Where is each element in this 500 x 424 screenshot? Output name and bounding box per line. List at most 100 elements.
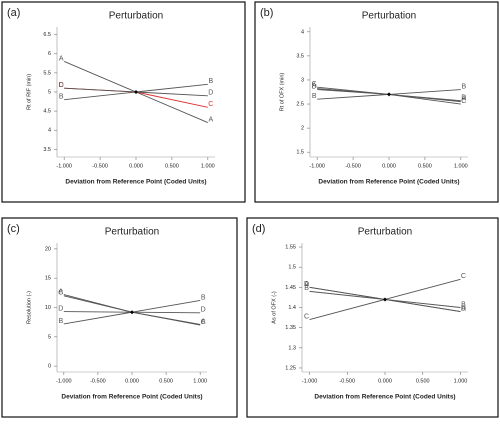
series-label: A (208, 116, 213, 123)
x-tick-label: 1.000 (193, 378, 207, 384)
y-axis-label: Rt of OFX (min) (279, 73, 285, 112)
y-axis-label: Resolution (-) (26, 291, 32, 324)
y-tick-label: 10 (45, 305, 51, 311)
series-label: C (201, 319, 206, 326)
x-tick-label: 1.000 (201, 163, 215, 169)
reference-point (387, 92, 391, 97)
y-tick-label: 1.4 (288, 305, 296, 311)
panel-label: (a) (7, 7, 20, 19)
y-axis-label: Rt of RIF (min) (26, 74, 32, 110)
series-label: B (312, 93, 317, 100)
panel-label: (b) (260, 7, 273, 19)
panel-border (1, 1, 246, 203)
series-label: C (304, 313, 309, 320)
x-tick-label: 0.500 (165, 163, 179, 169)
x-tick-label: -0.500 (90, 378, 106, 384)
series-label: A (461, 305, 466, 312)
series-label: C (58, 290, 63, 297)
x-tick-label: 0.500 (416, 378, 430, 384)
y-tick-label: 15 (45, 276, 51, 282)
panel-label: (c) (7, 223, 20, 235)
chart-title: Perturbation (358, 227, 412, 238)
x-tick-label: -0.500 (92, 163, 108, 169)
series-label: D (461, 95, 466, 102)
y-tick-label: 1.5 (296, 150, 304, 156)
series-label: C (312, 81, 317, 88)
series-label: B (59, 93, 64, 100)
series-label: A (461, 95, 466, 102)
x-tick-label: -1.000 (302, 378, 318, 384)
x-tick-label: 0.000 (129, 163, 143, 169)
series-label: B (304, 285, 309, 292)
panel-border (246, 217, 499, 418)
y-tick-label: 3.5 (296, 53, 304, 59)
series-label: D (59, 82, 64, 89)
y-tick-label: 5.5 (43, 70, 51, 76)
x-tick-label: -1.000 (309, 163, 325, 169)
series-label: D (312, 83, 317, 90)
x-tick-label: -1.000 (56, 163, 72, 169)
series-label: A (201, 318, 206, 325)
y-tick-label: 4 (301, 29, 304, 35)
chart-title: Perturbation (105, 227, 159, 238)
reference-point (134, 90, 138, 94)
x-axis-label: Deviation from Reference Point (Coded Un… (65, 179, 206, 186)
y-tick-label: 20 (45, 246, 51, 252)
series-label: B (461, 83, 466, 90)
y-tick-label: 2.5 (296, 101, 304, 107)
x-tick-label: 0.500 (418, 163, 432, 169)
y-tick-label: 1.25 (285, 365, 296, 371)
panel-border (254, 1, 499, 203)
y-tick-label: 1.5 (288, 265, 296, 271)
series-label: A (312, 82, 317, 89)
x-tick-label: 0.000 (378, 378, 392, 384)
series-label: C (461, 273, 466, 280)
y-tick-label: 2 (301, 126, 304, 132)
x-tick-label: -0.500 (339, 378, 355, 384)
x-tick-label: -0.500 (345, 163, 361, 169)
series-label: C (461, 98, 466, 105)
x-axis-label: Deviation from Reference Point (Coded Un… (318, 179, 459, 186)
series-label: A (59, 55, 64, 62)
y-tick-label: 6.5 (43, 32, 51, 38)
y-tick-label: 1.35 (285, 325, 296, 331)
y-tick-label: 4 (48, 128, 51, 134)
series-label: D (58, 305, 63, 312)
panel-label: (d) (252, 223, 265, 235)
series-label: B (58, 318, 63, 325)
y-tick-label: 1.3 (288, 345, 296, 351)
panel-border (1, 217, 238, 418)
reference-point (130, 310, 134, 315)
y-tick-label: 1.45 (285, 285, 296, 291)
x-tick-label: 0.000 (382, 163, 396, 169)
x-axis-label: Deviation from Reference Point (Coded Un… (61, 394, 202, 401)
x-tick-label: 0.000 (125, 378, 139, 384)
reference-point (383, 297, 387, 302)
chart-title: Perturbation (109, 11, 163, 22)
series-label: C (59, 82, 64, 89)
series-label: B (201, 294, 206, 301)
y-tick-label: 5 (48, 334, 51, 340)
x-tick-label: 0.500 (159, 378, 173, 384)
x-tick-label: -1.000 (56, 378, 72, 384)
y-tick-label: 5 (48, 89, 51, 95)
series-label: B (208, 78, 213, 85)
y-tick-label: 3.5 (43, 147, 51, 153)
series-label: D (304, 281, 309, 288)
x-tick-label: 1.000 (454, 163, 468, 169)
series-label: B (461, 301, 466, 308)
y-tick-label: 3 (301, 77, 304, 83)
chart-title: Perturbation (362, 11, 416, 22)
series-label: D (461, 305, 466, 312)
x-tick-label: 1.000 (454, 378, 468, 384)
y-axis-label: As of OFX (-) (271, 291, 277, 324)
y-tick-label: 1.55 (285, 244, 296, 250)
series-label: D (201, 307, 206, 314)
y-tick-label: 0 (48, 364, 51, 370)
series-label: D (208, 90, 213, 97)
series-label: A (304, 281, 309, 288)
y-tick-label: 4.5 (43, 109, 51, 115)
series-label: C (208, 101, 213, 108)
